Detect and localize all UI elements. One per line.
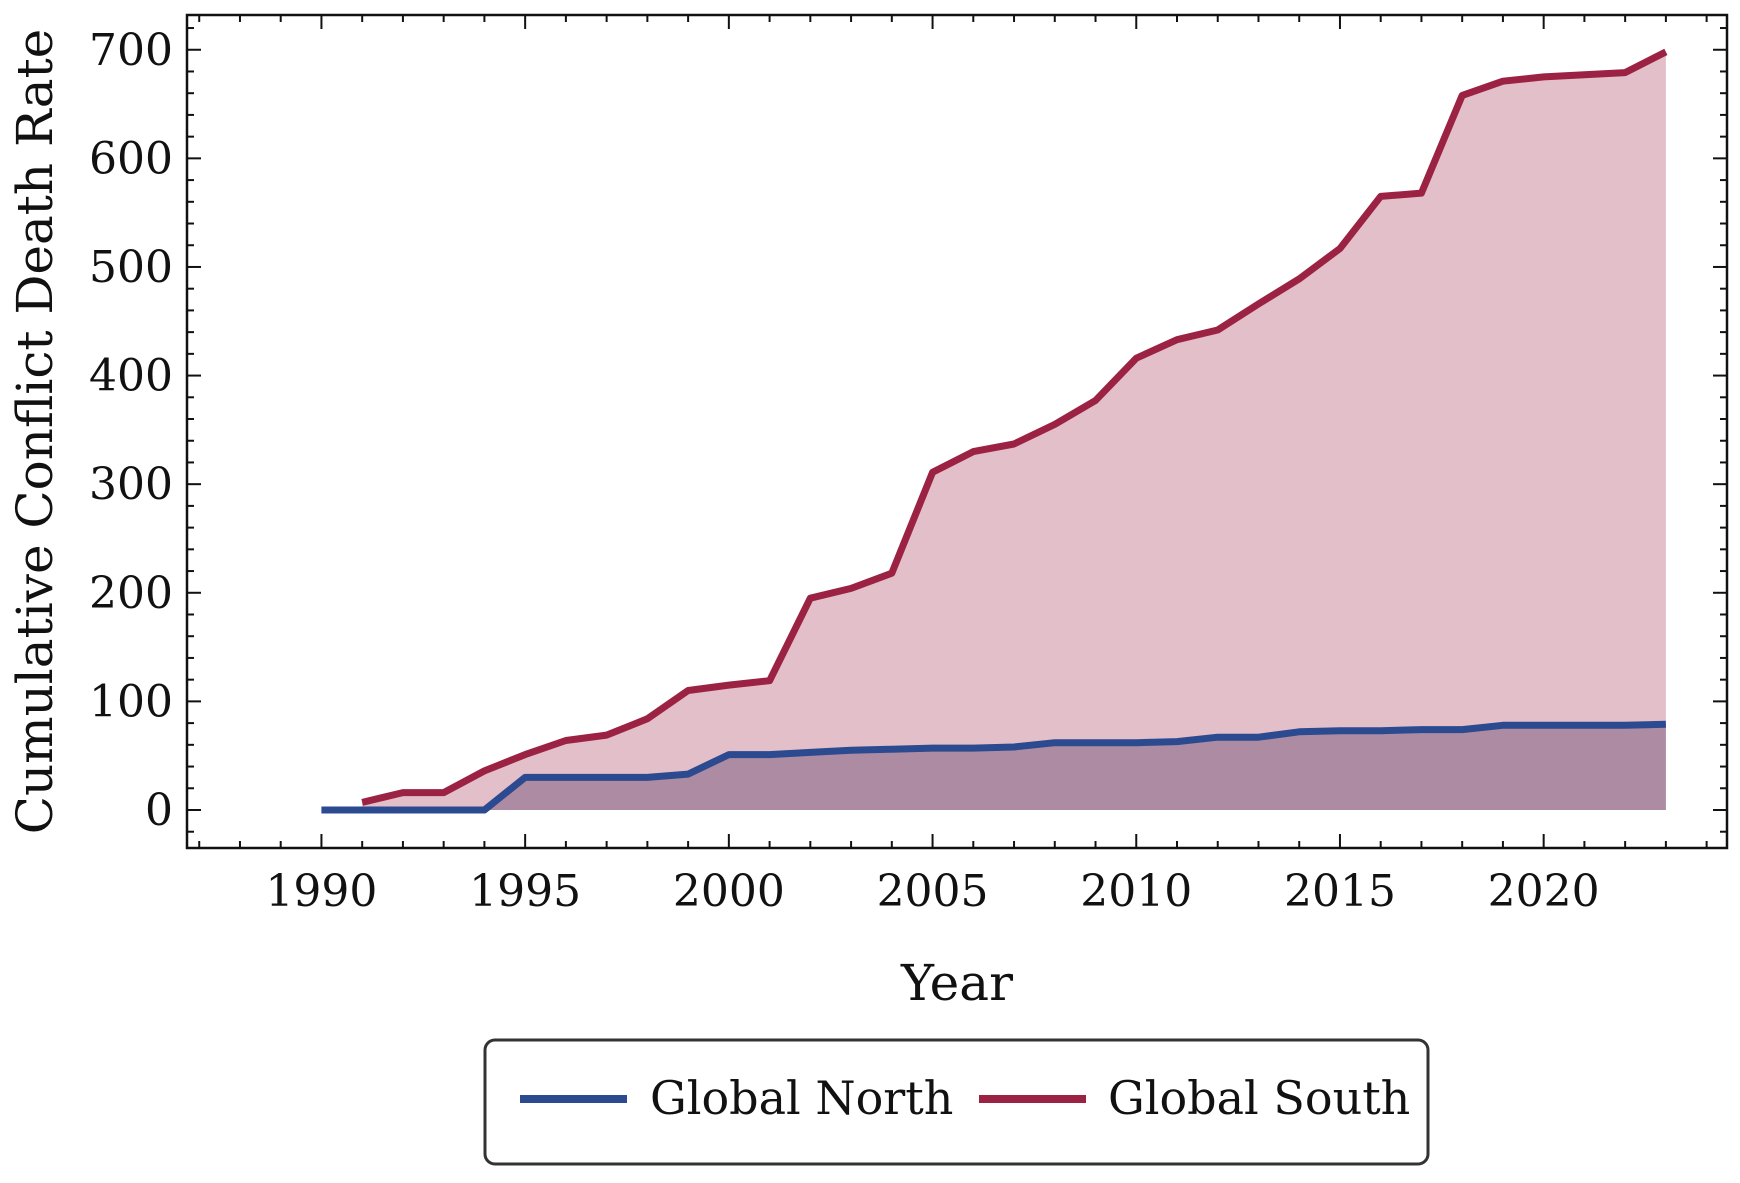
y-tick-label: 200 xyxy=(89,568,173,619)
y-tick-label: 0 xyxy=(145,785,173,836)
axes-frame xyxy=(185,13,1729,850)
x-tick-label: 1990 xyxy=(265,866,377,917)
y-tick-label: 700 xyxy=(89,25,173,76)
x-tick-label: 1995 xyxy=(469,866,581,917)
x-tick-label: 2020 xyxy=(1488,866,1600,917)
x-tick-label: 2015 xyxy=(1284,866,1396,917)
legend: Global North Global South xyxy=(483,1038,1430,1166)
area-fill-global-south xyxy=(362,51,1666,810)
x-tick-label: 2010 xyxy=(1080,866,1192,917)
y-tick-label: 400 xyxy=(89,351,173,402)
y-tick-label: 300 xyxy=(89,459,173,510)
series-line-global-south xyxy=(361,48,1668,806)
y-tick-label: 500 xyxy=(89,242,173,293)
legend-box xyxy=(483,1038,1430,1166)
series-lines xyxy=(321,48,1668,814)
area-fill-global-north xyxy=(321,724,1666,810)
y-axis-label: Cumulative Conflict Death Rate xyxy=(6,29,64,835)
legend-label: Global North xyxy=(650,1071,953,1125)
y-tick-label: 100 xyxy=(89,676,173,727)
y-tick-label: 600 xyxy=(89,133,173,184)
x-tick-label: 2000 xyxy=(673,866,785,917)
x-tick-labels: 1990 1995 2000 2005 2010 2015 2020 xyxy=(265,866,1599,917)
axis-ticks xyxy=(187,15,1727,848)
x-tick-label: 2005 xyxy=(877,866,989,917)
series-line-global-north xyxy=(321,720,1666,814)
x-axis-label: Year xyxy=(900,954,1013,1012)
legend-label: Global South xyxy=(1108,1071,1410,1125)
y-tick-labels: 0 100 200 300 400 500 600 700 xyxy=(89,25,173,836)
area-fills xyxy=(321,51,1666,810)
